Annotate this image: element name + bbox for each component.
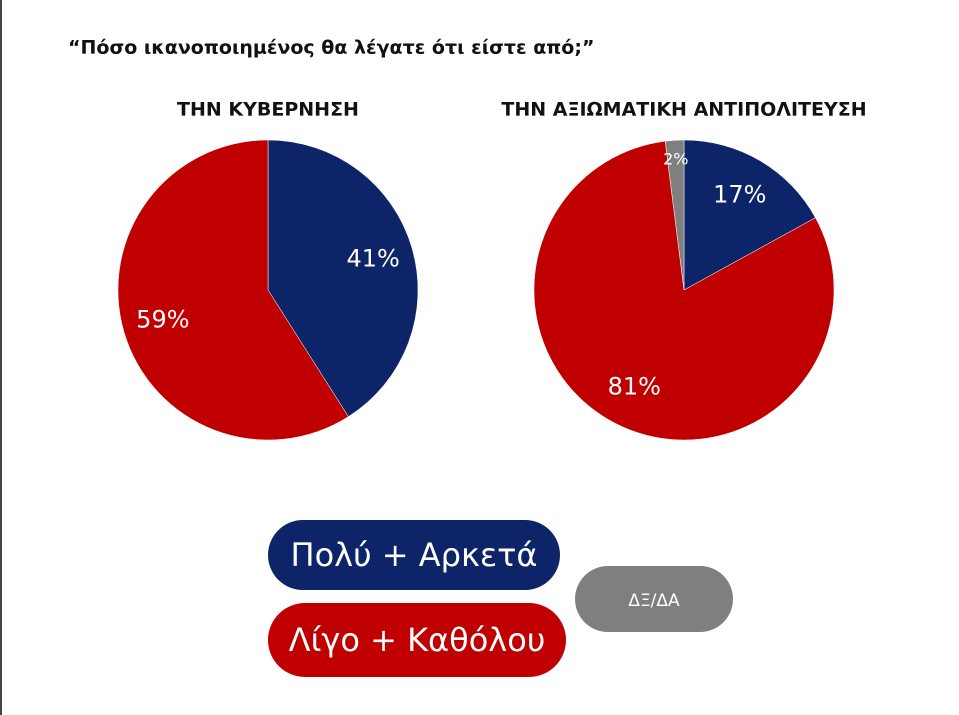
pie-slice: [533, 140, 835, 441]
pie-slice: [117, 139, 349, 441]
pie-title: ΤΗΝ ΑΞΙΩΜΑΤΙΚΗ ΑΝΤΙΠΟΛΙΤΕΥΣΗ: [501, 99, 866, 121]
slice-label: 2%: [663, 149, 688, 168]
legend-swatch: [575, 566, 733, 632]
pie-slice: [267, 139, 419, 417]
pie-slice: [664, 139, 685, 291]
legend-label: Λίγο + Καθόλου: [289, 621, 546, 659]
pie-slice: [683, 139, 816, 291]
legend-swatch: [268, 520, 560, 590]
pie-title: ΤΗΝ ΚΥΒΕΡΝΗΣΗ: [177, 99, 359, 121]
slice-label: 41%: [346, 244, 399, 272]
slice-label: 59%: [136, 306, 189, 334]
slice-label: 81%: [608, 373, 661, 401]
legend-label: Πολύ + Αρκετά: [291, 536, 538, 574]
legend-label: ΔΞ/ΔΑ: [628, 591, 680, 611]
legend-swatch: [268, 603, 566, 677]
chart-title: “Πόσο ικανοποιημένος θα λέγατε ότι είστε…: [68, 37, 594, 59]
slice-label: 17%: [713, 181, 766, 209]
